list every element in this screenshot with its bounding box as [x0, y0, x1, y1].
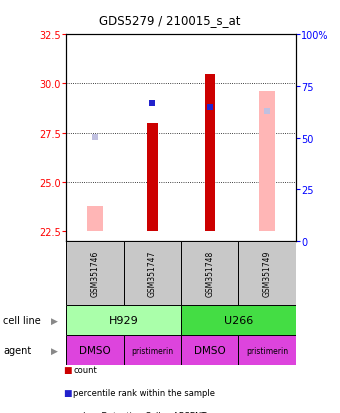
- Bar: [124, 242, 181, 306]
- Text: ■: ■: [63, 411, 71, 413]
- Bar: [238, 242, 296, 306]
- Text: DMSO: DMSO: [194, 345, 226, 355]
- Bar: [259, 92, 275, 232]
- Bar: [87, 206, 103, 232]
- Bar: [181, 335, 238, 365]
- Text: H929: H929: [109, 316, 139, 325]
- Bar: [147, 123, 157, 232]
- Text: count: count: [73, 366, 97, 375]
- Text: GSM351747: GSM351747: [148, 250, 157, 297]
- Text: DMSO: DMSO: [79, 345, 111, 355]
- Text: GDS5279 / 210015_s_at: GDS5279 / 210015_s_at: [99, 14, 241, 27]
- Bar: [238, 335, 296, 365]
- Text: cell line: cell line: [3, 316, 41, 325]
- Text: GSM351746: GSM351746: [90, 250, 100, 297]
- Text: ▶: ▶: [51, 346, 58, 355]
- Text: pristimerin: pristimerin: [131, 346, 173, 355]
- Bar: [66, 242, 124, 306]
- Bar: [66, 306, 181, 335]
- Text: U266: U266: [224, 316, 253, 325]
- Bar: [181, 242, 238, 306]
- Text: agent: agent: [3, 345, 32, 355]
- Text: percentile rank within the sample: percentile rank within the sample: [73, 388, 215, 397]
- Bar: [66, 335, 124, 365]
- Text: GSM351749: GSM351749: [262, 250, 272, 297]
- Text: value, Detection Call = ABSENT: value, Detection Call = ABSENT: [73, 411, 206, 413]
- Text: ■: ■: [63, 366, 71, 375]
- Text: ▶: ▶: [51, 316, 58, 325]
- Bar: [205, 74, 215, 232]
- Text: ■: ■: [63, 388, 71, 397]
- Text: pristimerin: pristimerin: [246, 346, 288, 355]
- Text: GSM351748: GSM351748: [205, 251, 214, 297]
- Bar: [181, 306, 296, 335]
- Bar: [124, 335, 181, 365]
